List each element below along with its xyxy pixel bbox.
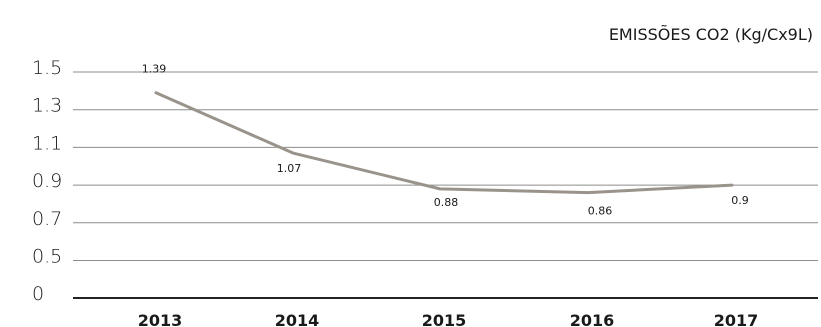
- data-label: 1.39: [142, 63, 167, 76]
- x-axis-ticks: 2013 2014 2015 2016 2017: [138, 311, 759, 327]
- x-tick-label: 2016: [570, 311, 615, 327]
- y-axis-ticks: 1.5 1.3 1.1 0.9 0.7 0.5 0: [32, 57, 62, 305]
- data-label: 0.9: [731, 194, 749, 207]
- y-tick-label: 1.3: [32, 95, 62, 117]
- data-label: 0.88: [434, 196, 459, 209]
- y-tick-label: 0: [32, 283, 44, 305]
- y-tick-label: 1.5: [32, 57, 62, 79]
- data-labels: 1.39 1.07 0.88 0.86 0.9: [142, 63, 749, 218]
- chart-title: EMISSÕES CO2 (Kg/Cx9L): [609, 25, 813, 44]
- x-tick-label: 2014: [275, 311, 320, 327]
- series-group: [154, 91, 734, 195]
- series-line: [154, 91, 734, 195]
- data-label: 0.86: [588, 205, 613, 218]
- x-tick-label: 2015: [422, 311, 467, 327]
- y-tick-label: 0.7: [32, 208, 62, 230]
- y-tick-label: 0.5: [32, 246, 62, 268]
- y-tick-label: 0.9: [32, 170, 62, 192]
- x-tick-label: 2017: [714, 311, 759, 327]
- x-tick-label: 2013: [138, 311, 183, 327]
- y-tick-label: 1.1: [32, 132, 62, 154]
- data-label: 1.07: [277, 162, 302, 175]
